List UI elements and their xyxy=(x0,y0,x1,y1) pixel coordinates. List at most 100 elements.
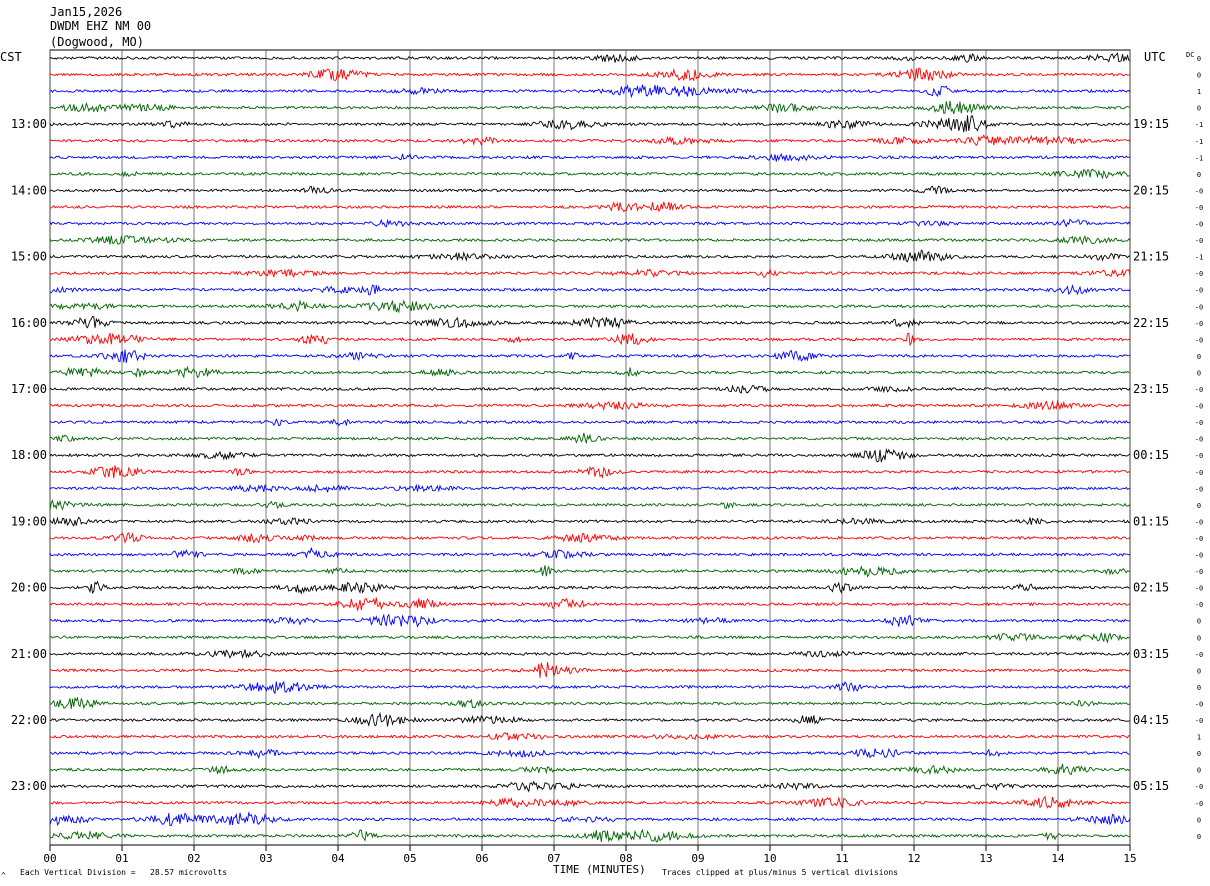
seismic-trace xyxy=(49,349,1131,363)
dc-offset-value: -0 xyxy=(1195,187,1203,195)
dc-offset-value: -0 xyxy=(1195,287,1203,295)
record-date: Jan15,2026 xyxy=(50,5,122,19)
left-timezone-label: CST xyxy=(0,50,22,64)
station-location: (Dogwood, MO) xyxy=(50,35,144,49)
dc-offset-value: -0 xyxy=(1195,518,1203,526)
dc-offset-value: -0 xyxy=(1195,403,1203,411)
x-tick-label: 15 xyxy=(1123,852,1136,865)
right-hour-label: 00:15 xyxy=(1133,448,1169,462)
dc-offset-value: -0 xyxy=(1195,204,1203,212)
seismic-trace xyxy=(49,332,1131,347)
x-tick-label: 00 xyxy=(43,852,56,865)
dc-offset-value: -0 xyxy=(1195,585,1203,593)
left-hour-label: 21:00 xyxy=(11,647,47,661)
seismic-trace xyxy=(49,218,1131,228)
seismic-trace xyxy=(49,185,1131,195)
dc-offset-value: 0 xyxy=(1197,667,1201,675)
dc-offset-value: -0 xyxy=(1195,469,1203,477)
seismic-trace xyxy=(49,418,1131,427)
station-code: DWDM EHZ NM 00 xyxy=(50,19,151,33)
seismic-trace xyxy=(49,597,1131,611)
dc-offset-value: -0 xyxy=(1195,535,1203,543)
x-tick-label: 11 xyxy=(835,852,848,865)
scale-note: Each Vertical Division = 28.57 microvolt… xyxy=(20,868,227,877)
seismic-trace xyxy=(50,747,1131,759)
seismic-trace xyxy=(49,662,1131,678)
dc-offset-value: -0 xyxy=(1195,436,1203,444)
left-hour-label: 13:00 xyxy=(11,117,47,131)
seismic-trace xyxy=(49,432,1131,444)
seismic-trace xyxy=(50,795,1131,809)
seismic-trace xyxy=(49,299,1131,314)
dc-offset-value: 0 xyxy=(1197,171,1201,179)
dc-offset-value: -0 xyxy=(1195,386,1203,394)
right-hour-label: 19:15 xyxy=(1133,117,1169,131)
dc-offset-value: -0 xyxy=(1195,485,1203,493)
dc-offset-value: -0 xyxy=(1195,303,1203,311)
dc-offset-value: -0 xyxy=(1195,717,1203,725)
right-hour-label: 21:15 xyxy=(1133,250,1169,264)
left-hour-label: 18:00 xyxy=(11,448,47,462)
dc-offset-value: -0 xyxy=(1195,320,1203,328)
dc-offset-value: -0 xyxy=(1195,651,1203,659)
seismic-trace xyxy=(49,613,1131,628)
dc-offset-value: 0 xyxy=(1197,55,1201,63)
left-hour-label: 20:00 xyxy=(11,581,47,595)
dc-offset-value: -0 xyxy=(1195,800,1203,808)
seismic-trace xyxy=(49,732,1131,742)
dc-offset-value: 0 xyxy=(1197,833,1201,841)
dc-offset-header: DC xyxy=(1186,51,1194,59)
corner-mark: ^ xyxy=(1,871,6,880)
x-tick-label: 04 xyxy=(331,852,345,865)
seismic-trace xyxy=(49,811,1131,827)
dc-offset-value: 0 xyxy=(1197,353,1201,361)
seismic-trace xyxy=(49,365,1131,379)
left-hour-label: 16:00 xyxy=(11,316,47,330)
seismic-trace xyxy=(49,447,1131,463)
x-tick-label: 01 xyxy=(115,852,128,865)
seismic-trace xyxy=(49,267,1131,279)
dc-offset-value: 0 xyxy=(1197,72,1201,80)
seismic-trace xyxy=(50,711,1131,727)
seismic-trace xyxy=(49,249,1131,263)
dc-offset-value: -1 xyxy=(1195,121,1203,129)
dc-offset-value: -0 xyxy=(1195,552,1203,560)
left-hour-label: 17:00 xyxy=(11,382,47,396)
dc-offset-value: 0 xyxy=(1197,750,1201,758)
seismic-trace xyxy=(49,465,1131,479)
seismic-trace xyxy=(49,384,1131,394)
x-tick-label: 05 xyxy=(403,852,416,865)
clip-note: Traces clipped at plus/minus 5 vertical … xyxy=(662,868,898,877)
right-hour-label: 03:15 xyxy=(1133,647,1169,661)
dc-offset-value: 0 xyxy=(1197,767,1201,775)
axis-labels: 00 01 02 03 04 05 06 07 08 09 10 11 12 13 14 150010-1-1… xyxy=(11,55,1203,865)
seismic-trace xyxy=(49,168,1131,180)
left-hour-label: 14:00 xyxy=(11,183,47,197)
seismic-trace xyxy=(49,315,1131,330)
dc-offset-value: -1 xyxy=(1195,154,1203,162)
seismic-trace xyxy=(49,235,1131,246)
right-hour-label: 04:15 xyxy=(1133,713,1169,727)
right-hour-label: 01:15 xyxy=(1133,514,1169,528)
x-tick-label: 13 xyxy=(979,852,992,865)
x-tick-label: 03 xyxy=(259,852,272,865)
seismic-trace xyxy=(49,67,1131,82)
dc-offset-value: 0 xyxy=(1197,502,1201,510)
seismic-trace xyxy=(49,763,1131,776)
x-tick-label: 02 xyxy=(187,852,200,865)
dc-offset-value: 0 xyxy=(1197,684,1201,692)
x-tick-label: 07 xyxy=(547,852,560,865)
seismic-trace xyxy=(49,680,1131,695)
dc-offset-value: 0 xyxy=(1197,618,1201,626)
dc-offset-value: 1 xyxy=(1197,88,1201,96)
x-tick-label: 10 xyxy=(763,852,776,865)
seismic-trace xyxy=(49,483,1131,494)
seismic-trace xyxy=(49,115,1131,133)
dc-offset-value: -0 xyxy=(1195,419,1203,427)
dc-offset-value: -0 xyxy=(1195,270,1203,278)
seismic-trace xyxy=(49,696,1131,710)
grid-lines xyxy=(49,50,1131,851)
seismic-trace xyxy=(49,632,1131,644)
dc-offset-value: 0 xyxy=(1197,369,1201,377)
seismic-trace xyxy=(49,546,1131,560)
